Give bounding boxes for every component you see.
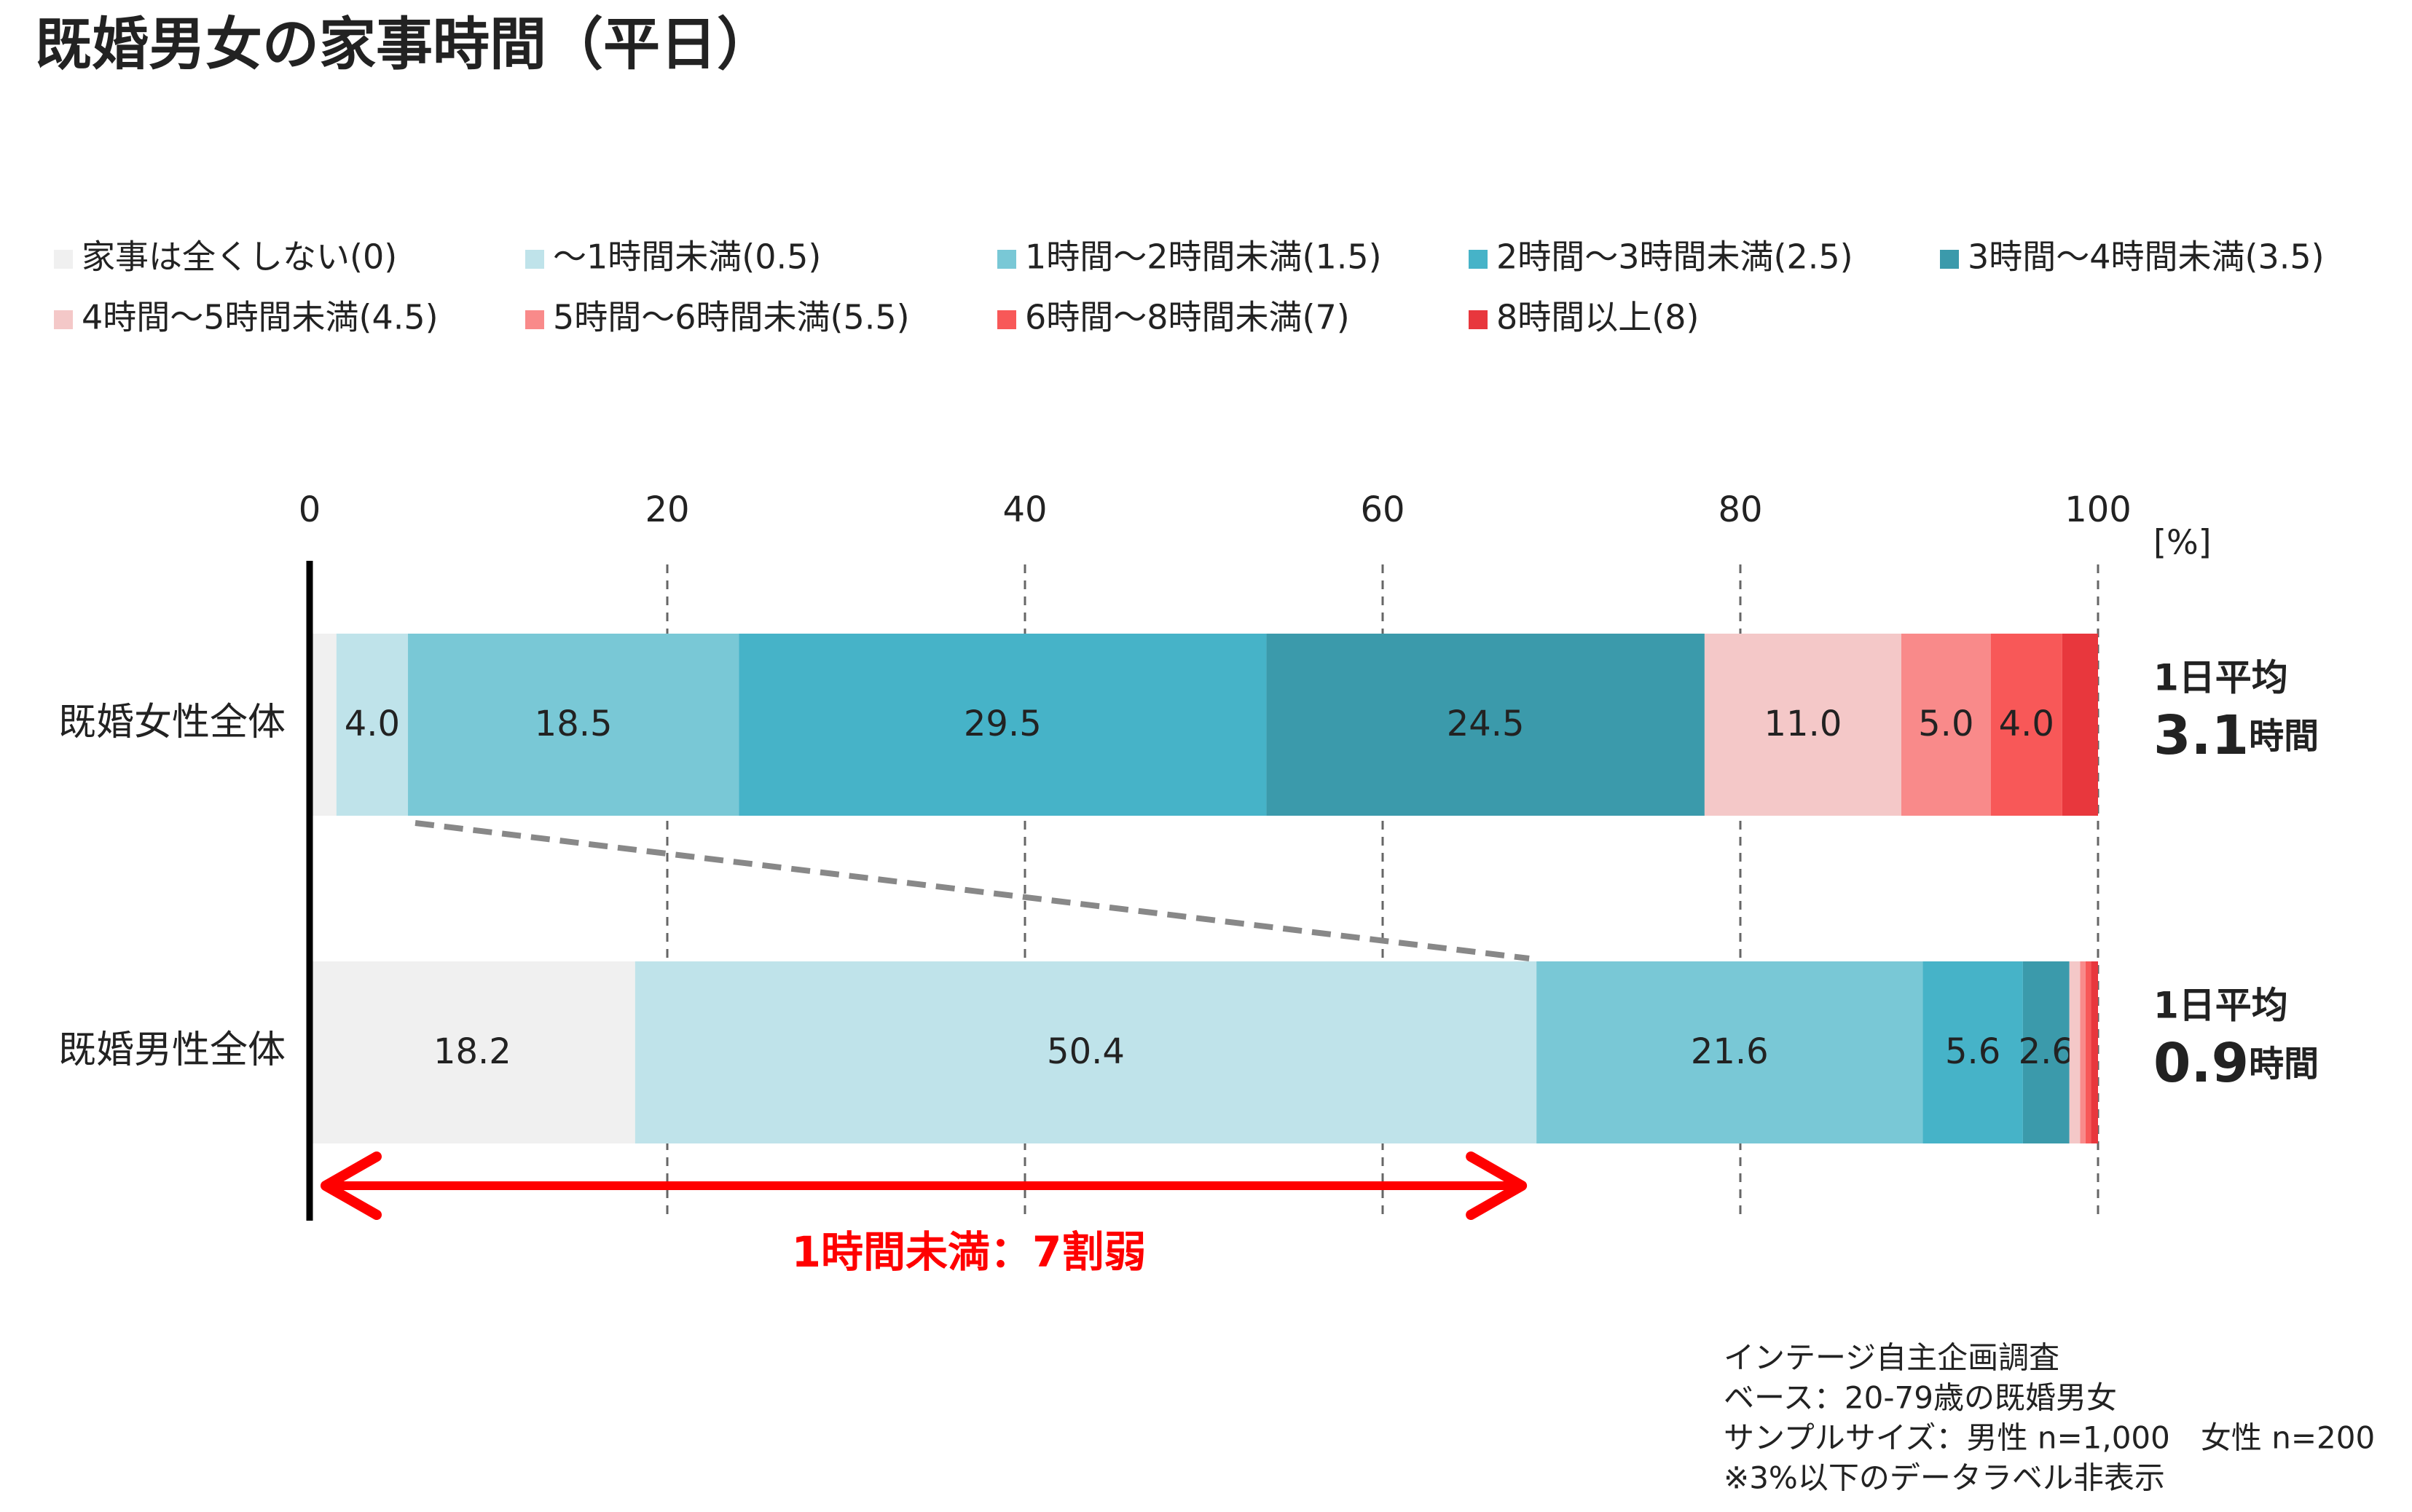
legend-swatch (1940, 250, 1959, 269)
footnote: ベース：20-79歳の既婚男女 (1724, 1380, 2117, 1416)
bar-segment (408, 634, 739, 816)
legend-label: 4時間～5時間未満(4.5) (82, 298, 439, 337)
legend-swatch (54, 310, 73, 329)
category-label: 既婚女性全体 (58, 701, 286, 744)
legend-swatch (1469, 250, 1488, 269)
legend-swatch (525, 310, 544, 329)
unit-label: [%] (2153, 523, 2212, 562)
legend-label: 8時間以上(8) (1496, 298, 1699, 337)
average-number: 3.1 (2153, 704, 2249, 767)
data-label: 18.2 (433, 1031, 511, 1072)
bar-segment (310, 961, 635, 1143)
x-tick-label: 80 (1718, 489, 1762, 530)
legend-swatch (997, 310, 1016, 329)
data-label: 4.0 (1999, 704, 2054, 744)
legend-swatch (54, 250, 73, 269)
average-number: 0.9 (2153, 1032, 2249, 1095)
connector-line (415, 820, 1530, 961)
average-label: 1日平均 (2153, 985, 2288, 1027)
average-unit: 時間 (2249, 716, 2319, 757)
legend-swatch (997, 250, 1016, 269)
footnote: サンプルサイズ：男性 n=1,000 女性 n=200 (1724, 1420, 2375, 1456)
bar-segment (310, 634, 337, 816)
data-label: 21.6 (1691, 1031, 1769, 1072)
average-value: 3.1時間 (2153, 704, 2319, 767)
legend-label: 家事は全くしない(0) (82, 237, 397, 277)
x-tick-label: 60 (1360, 489, 1405, 530)
bar-segment (2062, 634, 2098, 816)
bar-segment (1536, 961, 1923, 1143)
bar-segment (1901, 634, 1991, 816)
bar-segment (1990, 634, 2062, 816)
data-label: 2.6 (2019, 1031, 2074, 1072)
bar-segment (2022, 961, 2070, 1143)
data-label: 18.5 (535, 704, 613, 744)
legend-label: 3時間～4時間未満(3.5) (1968, 237, 2325, 277)
arrow-head (1466, 1151, 1528, 1220)
bar-segment (2080, 961, 2086, 1143)
data-label: 5.6 (1945, 1031, 2000, 1072)
bar-segment (2091, 961, 2098, 1143)
average-value: 0.9時間 (2153, 1032, 2319, 1095)
x-tick-label: 20 (645, 489, 689, 530)
legend-label: 5時間～6時間未満(5.5) (553, 298, 910, 337)
average-unit: 時間 (2249, 1044, 2319, 1084)
data-label: 29.5 (964, 704, 1042, 744)
data-label: 4.0 (345, 704, 400, 744)
x-tick-label: 40 (1002, 489, 1047, 530)
legend-label: 2時間～3時間未満(2.5) (1496, 237, 1853, 277)
chart-title: 既婚男女の家事時間（平日） (35, 12, 774, 77)
legend-label: 6時間～8時間未満(7) (1025, 298, 1350, 337)
legend-label: ～1時間未満(0.5) (553, 237, 821, 277)
bar-segment (2085, 961, 2091, 1143)
data-label: 50.4 (1047, 1031, 1125, 1072)
bar-segment (336, 634, 409, 816)
arrow-label: 1時間未満：7割弱 (792, 1227, 1147, 1277)
bar-segment (2069, 961, 2081, 1143)
footnote: ※3%以下のデータラベル非表示 (1724, 1460, 2165, 1496)
data-label: 5.0 (1918, 704, 1973, 744)
legend-swatch (1469, 310, 1488, 329)
legend-swatch (525, 250, 544, 269)
average-label: 1日平均 (2153, 657, 2288, 699)
data-label: 11.0 (1764, 704, 1842, 744)
bar-segment (739, 634, 1267, 816)
legend-label: 1時間～2時間未満(1.5) (1025, 237, 1382, 277)
x-tick-label: 0 (299, 489, 321, 530)
bar-segment (1266, 634, 1705, 816)
arrow-head (321, 1151, 382, 1220)
data-label: 24.5 (1447, 704, 1525, 744)
bar-segment (1922, 961, 2023, 1143)
footnote: インテージ自主企画調査 (1724, 1340, 2059, 1376)
x-tick-label: 100 (2065, 489, 2132, 530)
bar-segment (1704, 634, 1901, 816)
category-label: 既婚男性全体 (58, 1028, 286, 1072)
bar-segment (635, 961, 1537, 1143)
